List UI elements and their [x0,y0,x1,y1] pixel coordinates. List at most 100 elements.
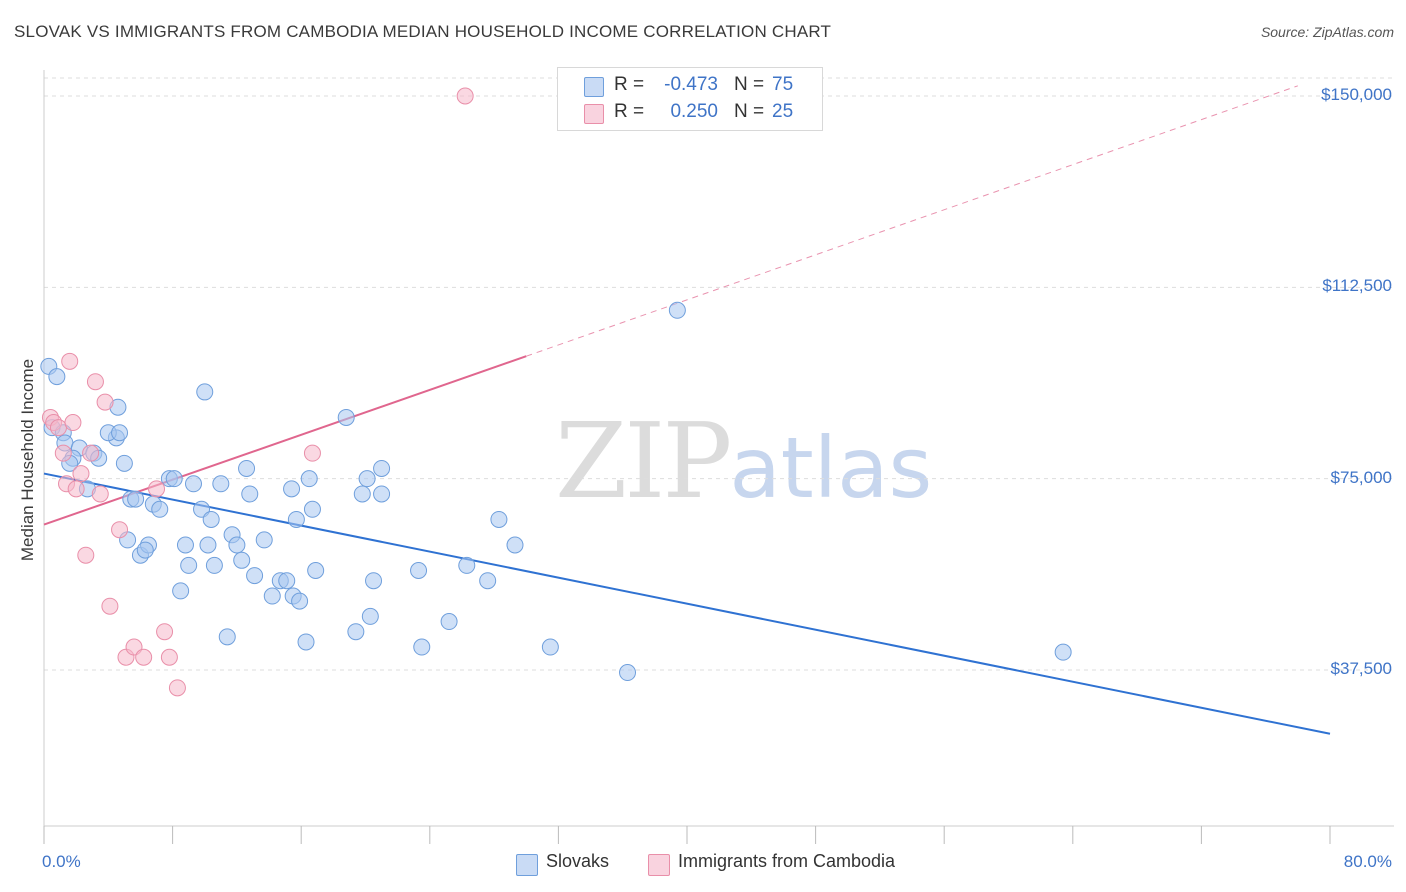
trend-line-slovaks [43,472,1331,735]
x-tick-max: 80.0% [1343,852,1392,871]
point-cambodia [86,373,104,391]
point-cambodia [96,393,114,411]
y-tick-label: $112,500 [1322,276,1392,296]
legend-swatch-cambodia [584,104,604,124]
point-cambodia [49,419,67,437]
point-slovaks [287,510,305,528]
point-slovaks [668,301,686,319]
watermark-logo: ZIPatlas [555,400,932,522]
legend-r-label: R = [614,101,645,122]
source-credit: Source: ZipAtlas.com [1260,24,1394,40]
correlation-legend: R = -0.473 N = 75 R = 0.250 N = 25 [557,67,823,131]
point-slovaks [218,628,236,646]
y-tick-label: $150,000 [1321,85,1392,104]
point-slovaks [373,459,391,477]
y-tick-label: $37,500 [1330,659,1392,678]
point-slovaks [410,562,428,580]
point-cambodia [54,444,72,462]
axes [43,70,1394,844]
point-cambodia [168,679,186,697]
series-name-slovaks: Slovaks [546,851,610,871]
point-slovaks [238,459,256,477]
point-slovaks [353,485,371,503]
point-slovaks [246,567,264,585]
point-slovaks [479,572,497,590]
point-cambodia [135,648,153,666]
point-cambodia [101,597,119,615]
legend-n-value: 75 [772,74,794,95]
point-slovaks [241,485,259,503]
point-slovaks [228,536,246,554]
legend-r-value: -0.473 [664,74,718,95]
point-slovaks [263,587,281,605]
watermark-atlas: atlas [729,419,933,517]
point-cambodia [148,480,166,498]
point-slovaks [48,368,66,386]
point-slovaks [233,551,251,569]
trend-line-cambodia-extension [526,85,1299,357]
point-slovaks [127,490,145,508]
data-points [40,87,1072,697]
point-slovaks [458,556,476,574]
legend-n-label: N = [734,101,765,122]
trend-lines [43,85,1331,735]
point-slovaks [490,510,508,528]
point-slovaks [172,582,190,600]
point-cambodia [91,485,109,503]
point-slovaks [413,638,431,656]
point-cambodia [67,480,85,498]
point-slovaks [111,424,129,442]
point-cambodia [156,623,174,641]
point-slovaks [303,500,321,518]
legend-swatch-slovaks [584,77,604,97]
point-cambodia [111,521,129,539]
x-tick-min: 0.0% [42,852,81,871]
point-slovaks [205,556,223,574]
point-cambodia [160,648,178,666]
point-cambodia [456,87,474,105]
point-slovaks [202,510,220,528]
point-slovaks [440,613,458,631]
gridlines [44,77,1394,671]
series-name-cambodia: Immigrants from Cambodia [678,851,896,871]
point-slovaks [176,536,194,554]
point-slovaks [165,470,183,488]
point-slovaks [255,531,273,549]
y-axis-label: Median Household Income [18,358,37,562]
point-slovaks [506,536,524,554]
watermark-zip: ZIP [555,400,732,522]
point-slovaks [180,556,198,574]
point-slovaks [337,408,355,426]
point-slovaks [541,638,559,656]
point-slovaks [297,633,315,651]
legend-r-value: 0.250 [670,101,718,122]
point-cambodia [82,444,100,462]
point-cambodia [61,352,79,370]
point-slovaks [361,607,379,625]
chart-title: SLOVAK VS IMMIGRANTS FROM CAMBODIA MEDIA… [14,22,832,41]
point-slovaks [373,485,391,503]
point-slovaks [278,572,296,590]
series-swatch-cambodia [648,854,670,876]
point-cambodia [64,414,82,432]
legend-r-label: R = [614,74,645,95]
y-tick-label: $75,000 [1330,467,1392,487]
point-slovaks [365,572,383,590]
point-slovaks [291,592,309,610]
series-swatch-slovaks [516,854,538,876]
point-slovaks [199,536,217,554]
point-slovaks [283,480,301,498]
point-slovaks [619,664,637,682]
point-slovaks [115,454,133,472]
legend-n-value: 25 [772,101,794,122]
point-slovaks [151,500,169,518]
point-cambodia [303,444,321,462]
legend-n-label: N = [734,74,765,95]
point-cambodia [77,546,95,564]
point-slovaks [300,470,318,488]
point-slovaks [347,623,365,641]
point-slovaks [358,470,376,488]
point-slovaks [307,562,325,580]
point-slovaks [136,541,154,559]
